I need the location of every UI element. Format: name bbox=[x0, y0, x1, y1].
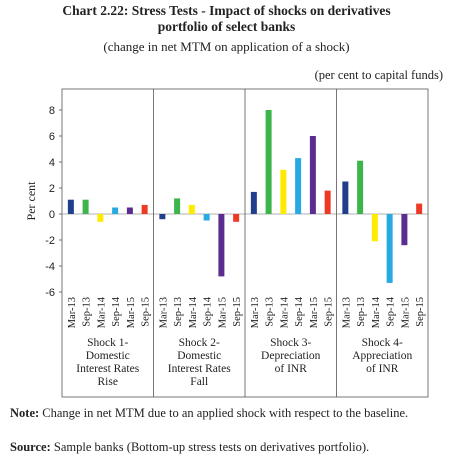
group-label-line: Shock 2- bbox=[179, 337, 220, 349]
bar-g1-mar-15 bbox=[126, 207, 133, 214]
bar-g1-sep-14 bbox=[112, 207, 119, 214]
group-label-line: Shock 1- bbox=[87, 337, 128, 349]
bar-g4-mar-15 bbox=[401, 214, 408, 246]
group-label-line: Interest Rates bbox=[76, 363, 139, 375]
x-tick-label: Mar-13 bbox=[250, 297, 261, 328]
bar-g1-sep-15 bbox=[141, 204, 148, 214]
bar-g2-sep-15 bbox=[233, 214, 240, 222]
note-label: Note: bbox=[10, 406, 40, 420]
chart-source: Source: Sample banks (Bottom-up stress t… bbox=[10, 439, 445, 455]
x-tick-label: Sep-13 bbox=[265, 297, 276, 327]
bar-g2-mar-13 bbox=[159, 214, 166, 220]
bar-g2-sep-14 bbox=[203, 214, 210, 221]
x-tick-label: Sep-14 bbox=[203, 296, 214, 326]
chart-title-line-1: Chart 2.22: Stress Tests - Impact of sho… bbox=[62, 3, 391, 18]
group-label-line: Interest Rates bbox=[168, 363, 231, 375]
group-label-line: Depreciation bbox=[261, 350, 321, 362]
x-tick-label: Mar-13 bbox=[67, 297, 78, 328]
y-tick-label: 4 bbox=[49, 157, 55, 169]
x-tick-label: Mar-15 bbox=[400, 297, 411, 328]
x-tick-label: Sep-13 bbox=[356, 297, 367, 327]
x-tick-label: Mar-13 bbox=[341, 297, 352, 328]
x-tick-label: Sep-15 bbox=[415, 297, 426, 327]
bar-g2-mar-14 bbox=[188, 204, 195, 214]
y-axis-label: Per cent bbox=[24, 181, 38, 221]
bar-g3-sep-13 bbox=[265, 110, 272, 214]
group-label-line: Rise bbox=[98, 376, 118, 388]
x-tick-label: Mar-15 bbox=[126, 297, 137, 328]
bar-g3-sep-14 bbox=[295, 158, 302, 214]
bar-g1-mar-13 bbox=[67, 199, 74, 214]
group-label-line: Fall bbox=[190, 376, 208, 388]
bar-g3-sep-15 bbox=[324, 190, 331, 214]
bar-g3-mar-13 bbox=[250, 191, 257, 214]
bar-g3-mar-15 bbox=[309, 136, 316, 214]
bar-g2-sep-13 bbox=[174, 198, 181, 214]
x-tick-label: Sep-15 bbox=[324, 297, 335, 327]
bar-g1-mar-14 bbox=[97, 214, 104, 222]
chart-subtitle: (change in net MTM on application of a s… bbox=[103, 39, 350, 54]
y-tick-label: 2 bbox=[49, 183, 55, 195]
bar-g3-mar-14 bbox=[280, 169, 287, 214]
x-tick-label: Mar-15 bbox=[217, 297, 228, 328]
group-label-line: Domestic bbox=[86, 350, 130, 362]
y-tick-label: 8 bbox=[49, 105, 55, 117]
chart-title-line-2: portfolio of select banks bbox=[157, 19, 296, 34]
chart-note: Note: Change in net MTM due to an applie… bbox=[10, 405, 445, 421]
x-tick-label: Mar-14 bbox=[188, 296, 199, 328]
x-tick-label: Sep-15 bbox=[141, 297, 152, 327]
x-tick-label: Sep-14 bbox=[111, 296, 122, 326]
bar-g4-sep-14 bbox=[386, 214, 393, 283]
y-tick-label: -2 bbox=[45, 235, 55, 247]
unit-note: (per cent to capital funds) bbox=[314, 68, 443, 82]
chart-title: Chart 2.22: Stress Tests - Impact of sho… bbox=[0, 3, 453, 35]
x-tick-label: Sep-13 bbox=[82, 297, 93, 327]
x-tick-label: Mar-14 bbox=[96, 296, 107, 328]
x-tick-label: Sep-13 bbox=[173, 297, 184, 327]
bar-g4-mar-14 bbox=[371, 214, 378, 242]
bar-g1-sep-13 bbox=[82, 199, 89, 214]
group-label-line: of INR bbox=[275, 363, 308, 375]
y-tick-label: 6 bbox=[49, 131, 55, 143]
y-tick-label: -4 bbox=[45, 261, 55, 273]
group-label-line: Appreciation bbox=[352, 350, 412, 362]
x-tick-label: Sep-14 bbox=[294, 296, 305, 326]
x-tick-label: Mar-14 bbox=[279, 296, 290, 328]
x-tick-label: Mar-15 bbox=[309, 297, 320, 328]
group-label-line: Shock 3- bbox=[270, 337, 311, 349]
bar-g2-mar-15 bbox=[218, 214, 225, 277]
x-tick-label: Sep-15 bbox=[232, 297, 243, 327]
group-label-line: Domestic bbox=[177, 350, 221, 362]
bar-g4-sep-15 bbox=[416, 203, 423, 214]
y-tick-label: 0 bbox=[49, 209, 55, 221]
y-tick-label: -6 bbox=[45, 287, 55, 299]
group-label-line: Shock 4- bbox=[362, 337, 403, 349]
source-label: Source: bbox=[10, 440, 51, 454]
group-label-line: of INR bbox=[366, 363, 399, 375]
source-text: Sample banks (Bottom-up stress tests on … bbox=[50, 440, 370, 454]
bar-g4-sep-13 bbox=[357, 160, 364, 214]
bar-g4-mar-13 bbox=[342, 181, 349, 214]
x-tick-label: Sep-14 bbox=[386, 296, 397, 326]
x-tick-label: Mar-13 bbox=[158, 297, 169, 328]
x-tick-label: Mar-14 bbox=[371, 296, 382, 328]
note-text: Change in net MTM due to an applied shoc… bbox=[39, 406, 409, 420]
